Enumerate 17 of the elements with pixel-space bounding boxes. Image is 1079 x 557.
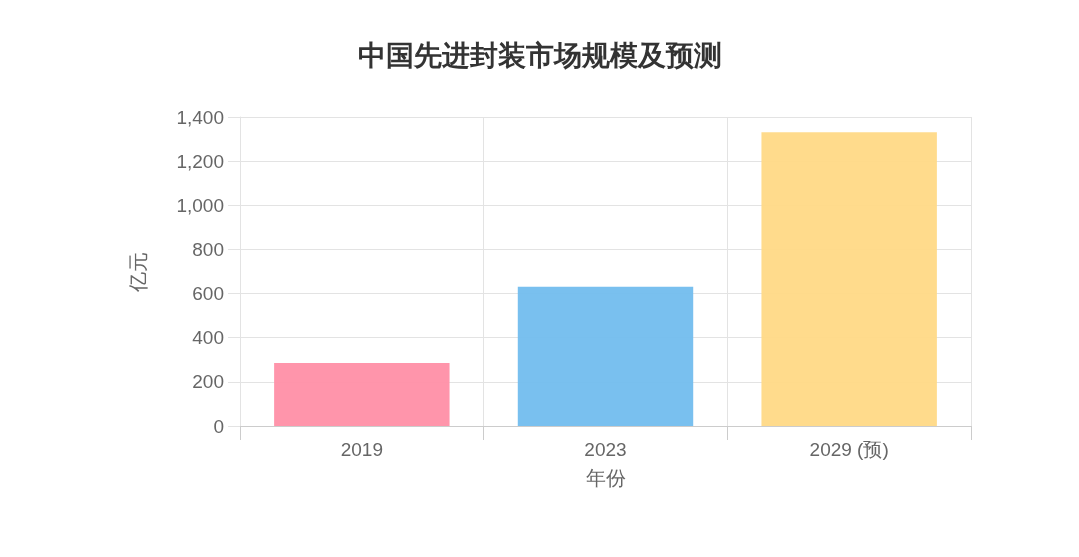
y-tick-label: 200 xyxy=(192,371,224,393)
bar xyxy=(517,286,694,426)
x-tick-label: 2023 xyxy=(584,439,627,460)
y-tick-label: 600 xyxy=(192,283,224,305)
x-tick-label: 2029 (预) xyxy=(809,439,889,460)
y-axis-title: 亿元 xyxy=(126,251,150,293)
chart-title: 中国先进封装市场规模及预测 xyxy=(357,38,722,72)
y-tick-label: 1,000 xyxy=(176,194,224,216)
y-tick-label: 1,200 xyxy=(176,150,224,172)
x-axis-title: 年份 xyxy=(585,466,626,490)
bar xyxy=(274,363,450,426)
bar xyxy=(761,132,937,426)
y-tick-label: 0 xyxy=(213,415,224,437)
x-tick-label: 2019 xyxy=(340,439,383,460)
y-tick-label: 1,400 xyxy=(176,106,224,128)
y-tick-label: 800 xyxy=(192,238,224,260)
y-tick-label: 400 xyxy=(192,327,224,349)
